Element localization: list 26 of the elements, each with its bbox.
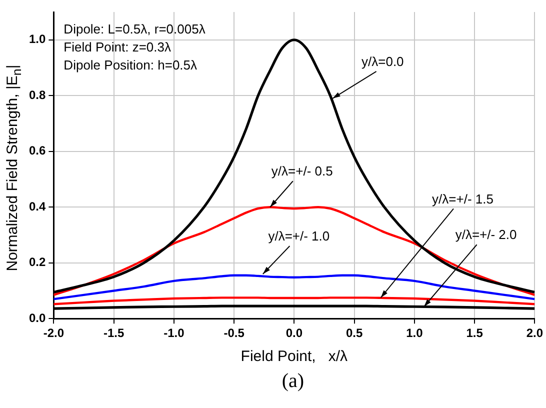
annotation: y/λ=0.0	[362, 54, 404, 69]
annotation: Dipole Position: h=0.5λ	[64, 58, 198, 73]
x-tick-label: -0.5	[224, 326, 245, 340]
y-tick-label: 0.6	[28, 144, 46, 158]
x-axis-title: Field Point, x/λ	[240, 348, 348, 366]
x-tick-label: 1.5	[466, 326, 484, 340]
x-tick-label: -1.5	[103, 326, 124, 340]
annotation: y/λ=+/- 1.0	[268, 228, 330, 244]
annotation: y/λ=+/- 0.5	[271, 164, 333, 179]
x-tick-label: 0.0	[286, 326, 303, 340]
y-tick-label: 0.8	[28, 88, 46, 102]
annotation: Dipole: L=0.5λ, r=0.005λ	[64, 22, 206, 37]
y-tick-label: 1.0	[28, 32, 46, 46]
x-tick-label: 1.0	[406, 326, 424, 340]
text: (a)	[280, 370, 306, 393]
x-tick-label: -1.0	[164, 326, 185, 340]
y-tick-label: 0.0	[28, 310, 46, 325]
line-series	[54, 274, 535, 300]
x-tick-label: 0.5	[346, 326, 363, 340]
x-tick-label: -2.0	[43, 326, 64, 340]
y-tick-label: 0.2	[28, 255, 46, 270]
y-tick-label: 0.4	[28, 199, 46, 214]
annotation: y/λ=+/- 2.0	[455, 227, 517, 242]
annotation: Field Point: z=0.3λ	[64, 40, 172, 55]
x-tick-label: 2.0	[526, 326, 544, 340]
annotation: y/λ=+/- 1.5	[432, 191, 494, 206]
